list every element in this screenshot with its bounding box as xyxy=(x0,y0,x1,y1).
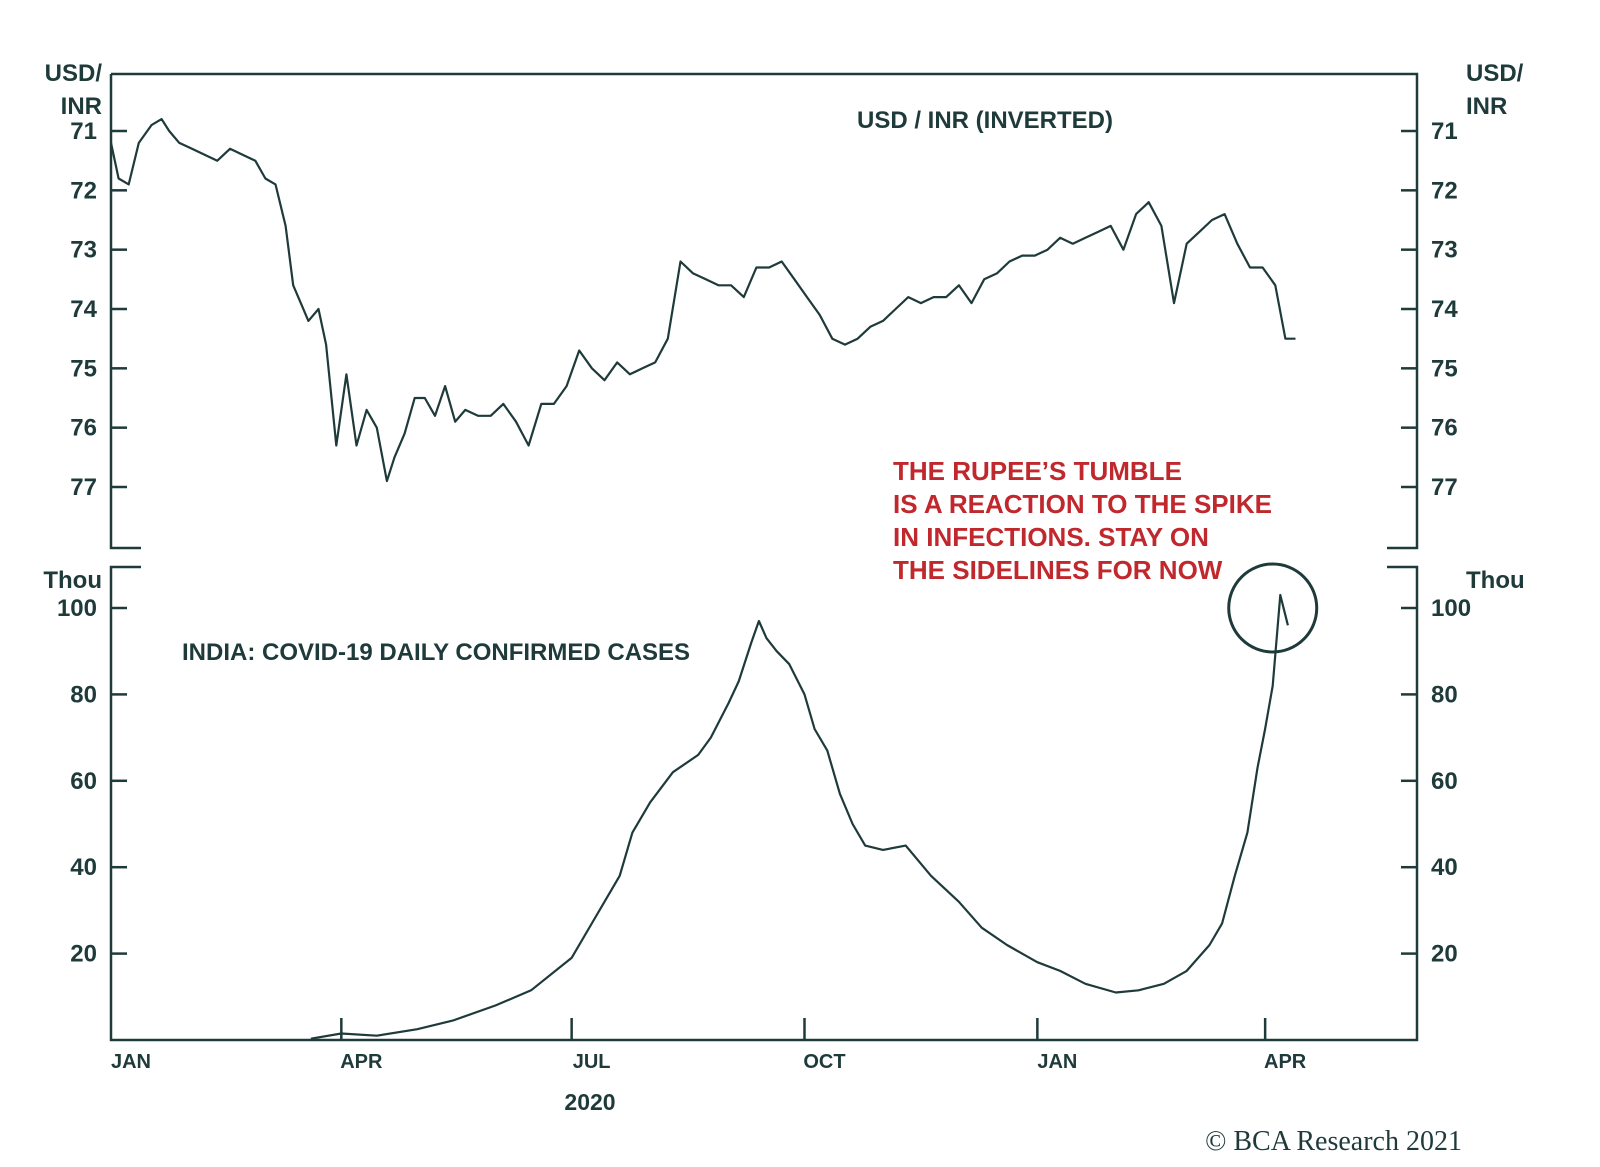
usd-inr-series-line xyxy=(109,118,1296,483)
annotation-line: IN INFECTIONS. STAY ON xyxy=(893,522,1209,552)
covid-cases-right-tick-label: 60 xyxy=(1431,768,1458,795)
usd-inr-ticks: 71 71 72 72 73 73 74 74 75 75 76 76 77 77 xyxy=(70,118,1458,501)
usd-inr-left-tick-label: 72 xyxy=(70,177,97,204)
usd-inr-left-tick-label: 71 xyxy=(70,118,97,145)
usd-inr-left-tick-label: 76 xyxy=(70,415,97,442)
x-axis-labels: JAN APR JUL OCT JAN APR xyxy=(111,1018,1307,1073)
annotation-line: IS A REACTION TO THE SPIKE xyxy=(893,489,1272,519)
usd-inr-panel: 71 71 72 72 73 73 74 74 75 75 76 76 77 77 USD / INR (… xyxy=(45,60,1524,550)
covid-cases-series-line xyxy=(310,593,1289,1040)
covid-cases-left-tick-label: 80 xyxy=(70,681,97,708)
x-axis-tick-label: JUL xyxy=(573,1051,611,1073)
usd-inr-left-tick-label: 74 xyxy=(70,296,97,323)
usd-inr-left-tick-label: 75 xyxy=(70,355,97,382)
covid-cases-left-unit: Thou xyxy=(43,567,102,594)
x-axis-tick-label: APR xyxy=(1264,1051,1307,1073)
covid-cases-right-tick-label: 40 xyxy=(1431,854,1458,881)
usd-inr-right-unit-line-1: USD/ xyxy=(1466,60,1524,87)
covid-cases-right-tick-label: 100 xyxy=(1431,595,1471,622)
spike-highlight-circle xyxy=(1227,562,1319,654)
x-axis-tick-label: JAN xyxy=(1037,1051,1077,1073)
covid-cases-left-tick-label: 20 xyxy=(70,941,97,968)
covid-cases-title: INDIA: COVID-19 DAILY CONFIRMED CASES xyxy=(182,639,690,666)
covid-cases-left-tick-label: 100 xyxy=(57,595,97,622)
covid-cases-left-tick-label: 60 xyxy=(70,768,97,795)
x-axis-tick-label: APR xyxy=(340,1051,383,1073)
annotation-line: THE RUPEE’S TUMBLE xyxy=(893,456,1182,486)
usd-inr-left-tick-label: 77 xyxy=(70,474,97,501)
x-axis-tick-label: JAN xyxy=(111,1051,151,1073)
usd-inr-title: USD / INR (INVERTED) xyxy=(857,107,1113,134)
copyright-notice: © BCA Research 2021 xyxy=(1205,1126,1462,1157)
annotation-line: THE SIDELINES FOR NOW xyxy=(893,555,1223,585)
usd-inr-frame xyxy=(109,72,1419,550)
x-axis-year-label: 2020 xyxy=(564,1089,615,1115)
covid-cases-frame xyxy=(109,565,1419,1042)
usd-inr-right-unit-line-2: INR xyxy=(1466,93,1507,120)
covid-cases-right-tick-label: 80 xyxy=(1431,681,1458,708)
covid-cases-right-tick-label: 20 xyxy=(1431,941,1458,968)
usd-inr-right-tick-label: 71 xyxy=(1431,118,1458,145)
usd-inr-right-tick-label: 76 xyxy=(1431,415,1458,442)
usd-inr-left-unit-line-2: INR xyxy=(61,93,102,120)
usd-inr-right-tick-label: 72 xyxy=(1431,177,1458,204)
usd-inr-right-tick-label: 77 xyxy=(1431,474,1458,501)
usd-inr-left-unit-line-1: USD/ xyxy=(45,60,103,87)
usd-inr-right-tick-label: 73 xyxy=(1431,237,1458,264)
covid-cases-left-tick-label: 40 xyxy=(70,854,97,881)
usd-inr-left-tick-label: 73 xyxy=(70,237,97,264)
covid-cases-ticks: 20 20 40 40 60 60 80 80 100 100 xyxy=(57,595,1471,968)
covid-cases-right-unit: Thou xyxy=(1466,567,1525,594)
x-axis-tick-label: OCT xyxy=(803,1051,845,1073)
usd-inr-right-tick-label: 74 xyxy=(1431,296,1458,323)
usd-inr-right-tick-label: 75 xyxy=(1431,355,1458,382)
